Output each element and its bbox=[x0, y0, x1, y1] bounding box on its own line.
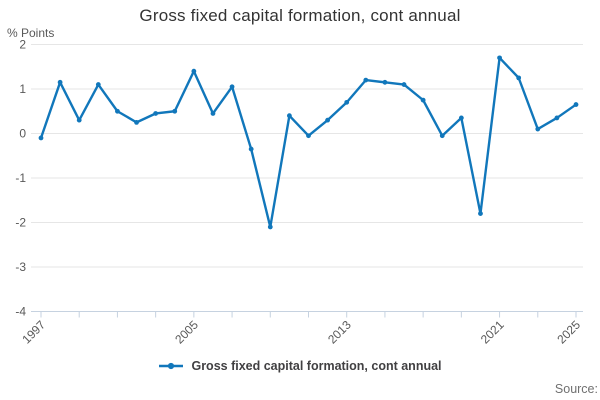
y-tick-label: 2 bbox=[19, 38, 26, 52]
legend-line-dot-icon bbox=[159, 362, 184, 370]
chart-title: Gross fixed capital formation, cont annu… bbox=[139, 6, 461, 25]
data-point-marker[interactable] bbox=[191, 68, 197, 74]
data-point-marker[interactable] bbox=[401, 82, 407, 87]
series-line[interactable] bbox=[39, 56, 578, 229]
data-point-marker[interactable] bbox=[57, 79, 63, 85]
data-point-marker[interactable] bbox=[76, 117, 82, 123]
data-point-marker[interactable] bbox=[344, 99, 350, 105]
y-tick-label: -3 bbox=[15, 260, 26, 274]
data-point-marker[interactable] bbox=[248, 146, 254, 152]
data-point-marker[interactable] bbox=[458, 115, 464, 121]
data-point-marker[interactable] bbox=[210, 111, 216, 116]
data-point-marker[interactable] bbox=[325, 117, 331, 123]
data-point-marker[interactable] bbox=[134, 119, 139, 125]
data-point-marker[interactable] bbox=[382, 79, 388, 85]
data-point-marker[interactable] bbox=[267, 224, 273, 230]
data-point-marker[interactable] bbox=[554, 115, 560, 121]
data-point-marker[interactable] bbox=[420, 97, 426, 103]
legend-label: Gross fixed capital formation, cont annu… bbox=[191, 359, 442, 373]
y-tick-label: 1 bbox=[19, 82, 26, 96]
legend: Gross fixed capital formation, cont annu… bbox=[0, 359, 600, 373]
x-tick-label: 1997 bbox=[19, 317, 48, 346]
data-point-marker[interactable] bbox=[497, 55, 502, 61]
legend-item[interactable]: Gross fixed capital formation, cont annu… bbox=[158, 359, 442, 373]
y-tick-label: -4 bbox=[15, 305, 26, 319]
x-tick-label: 2021 bbox=[478, 317, 507, 346]
y-axis-unit-label: % Points bbox=[7, 26, 55, 40]
data-point-marker[interactable] bbox=[439, 133, 445, 139]
data-point-marker[interactable] bbox=[573, 102, 579, 107]
data-point-marker[interactable] bbox=[172, 108, 178, 114]
data-point-marker[interactable] bbox=[535, 126, 541, 132]
data-point-marker[interactable] bbox=[478, 211, 483, 217]
y-tick-label: -2 bbox=[15, 216, 26, 230]
y-tick-label: 0 bbox=[19, 127, 26, 141]
x-tick-label: 2013 bbox=[325, 317, 354, 346]
data-point-marker[interactable] bbox=[286, 113, 292, 119]
data-point-marker[interactable] bbox=[38, 135, 44, 141]
data-point-marker[interactable] bbox=[153, 111, 159, 116]
data-point-marker[interactable] bbox=[229, 84, 235, 90]
data-point-marker[interactable] bbox=[516, 75, 522, 81]
x-tick-label: 2025 bbox=[554, 317, 583, 346]
data-point-marker[interactable] bbox=[306, 133, 311, 139]
data-point-marker[interactable] bbox=[95, 82, 101, 87]
data-point-marker[interactable] bbox=[363, 77, 369, 83]
source-label: Source: bbox=[554, 382, 598, 396]
data-point-marker[interactable] bbox=[115, 108, 120, 114]
x-tick-label: 2005 bbox=[172, 317, 201, 346]
y-tick-label: -1 bbox=[15, 171, 26, 185]
